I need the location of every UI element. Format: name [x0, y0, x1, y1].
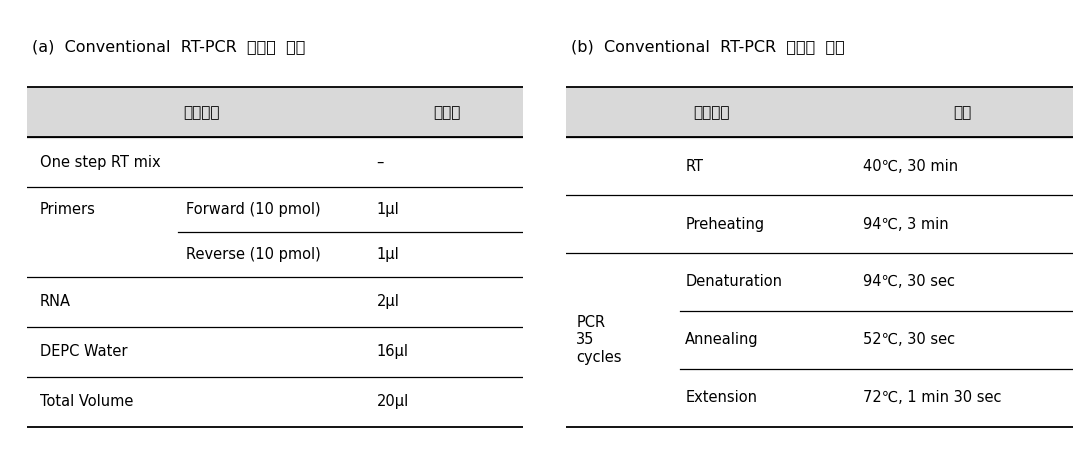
Text: Primers: Primers	[39, 202, 96, 217]
Text: Reverse (10 pmol): Reverse (10 pmol)	[186, 247, 320, 262]
Text: –: –	[377, 155, 384, 170]
Text: (b)  Conventional  RT-PCR  반응액  조건: (b) Conventional RT-PCR 반응액 조건	[572, 39, 845, 54]
Text: 조건: 조건	[953, 105, 971, 120]
Text: RT: RT	[685, 159, 703, 174]
Text: RNA: RNA	[39, 294, 71, 309]
Text: (a)  Conventional  RT-PCR  반응액  조성: (a) Conventional RT-PCR 반응액 조성	[33, 39, 306, 54]
Text: 20μl: 20μl	[377, 394, 408, 409]
Text: 94℃, 3 min: 94℃, 3 min	[862, 217, 949, 231]
Text: Forward (10 pmol): Forward (10 pmol)	[186, 202, 320, 217]
Bar	[566, 87, 1073, 137]
Text: 반응단계: 반응단계	[694, 105, 730, 120]
Bar	[27, 87, 523, 137]
Text: 반응물질: 반응물질	[184, 105, 220, 120]
Text: 72℃, 1 min 30 sec: 72℃, 1 min 30 sec	[862, 390, 1001, 405]
Text: 40℃, 30 min: 40℃, 30 min	[862, 159, 957, 174]
Text: 2μl: 2μl	[377, 294, 400, 309]
Text: Denaturation: Denaturation	[685, 275, 782, 289]
Text: 1μl: 1μl	[377, 202, 400, 217]
Text: 1μl: 1μl	[377, 247, 400, 262]
Text: Total Volume: Total Volume	[39, 394, 133, 409]
Text: 94℃, 30 sec: 94℃, 30 sec	[862, 275, 955, 289]
Text: Extension: Extension	[685, 390, 757, 405]
Text: 쳊가량: 쳊가량	[433, 105, 461, 120]
Text: Preheating: Preheating	[685, 217, 764, 231]
Text: DEPC Water: DEPC Water	[39, 344, 127, 359]
Text: PCR
35
cycles: PCR 35 cycles	[576, 315, 622, 365]
Text: One step RT mix: One step RT mix	[39, 155, 160, 170]
Text: 52℃, 30 sec: 52℃, 30 sec	[862, 333, 955, 347]
Text: 16μl: 16μl	[377, 344, 408, 359]
Text: Annealing: Annealing	[685, 333, 759, 347]
